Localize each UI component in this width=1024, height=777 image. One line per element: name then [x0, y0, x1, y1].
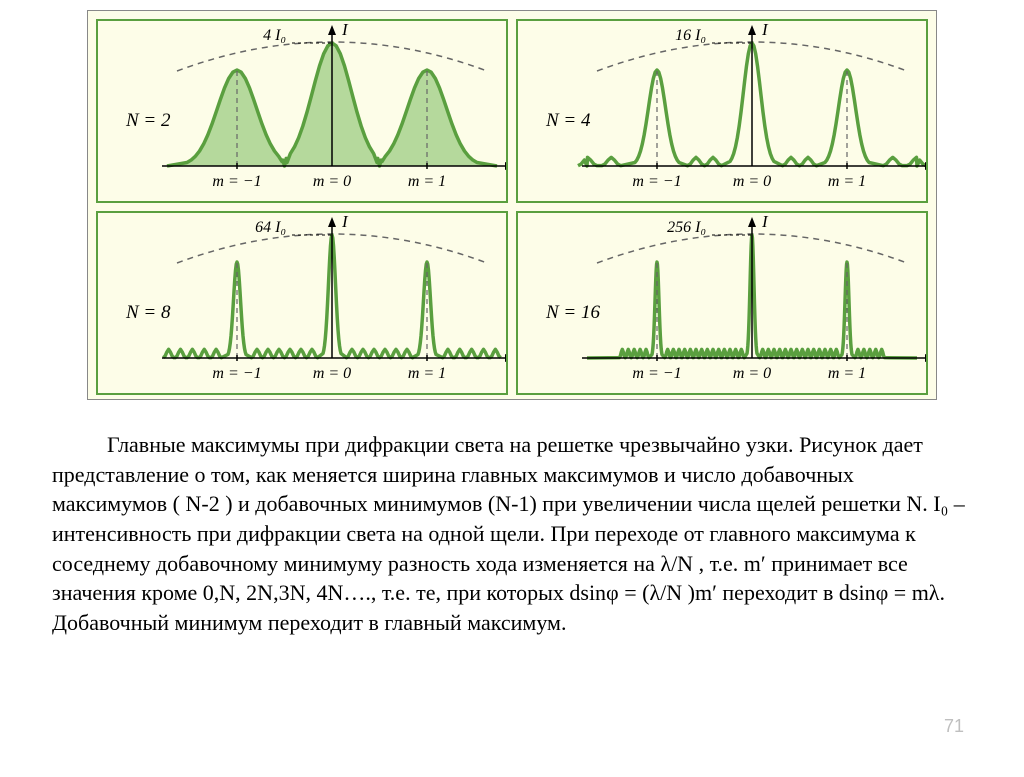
svg-text:m = 0: m = 0 — [313, 365, 351, 382]
svg-text:16 I₀: 16 I₀ — [675, 27, 706, 44]
svg-text:m = −1: m = −1 — [212, 365, 261, 382]
svg-text:N = 8: N = 8 — [125, 302, 171, 323]
svg-text:m = 1: m = 1 — [408, 365, 446, 382]
svg-text:m = 1: m = 1 — [828, 365, 866, 382]
description-text: Главные максимумы при дифракции света на… — [52, 430, 972, 638]
paragraph-lead: Главные максимумы при дифракции света на… — [52, 430, 794, 460]
svg-text:I: I — [341, 213, 349, 231]
panel-n16: I 256 I₀ N = 16 m = −1 m = 0 m = 1 — [516, 211, 928, 395]
svg-text:N = 2: N = 2 — [125, 110, 171, 131]
svg-text:m = 0: m = 0 — [733, 173, 771, 190]
svg-text:I: I — [761, 213, 769, 231]
panel-n2: I 4 I₀ N = 2 m = −1 m = 0 m = 1 — [96, 19, 508, 203]
svg-text:m = −1: m = −1 — [632, 173, 681, 190]
paragraph-body: Рисунок дает представление о том, как ме… — [52, 432, 965, 635]
panel-n4: I 16 I₀ N = 4 m = −1 m = 0 m = 1 — [516, 19, 928, 203]
svg-text:I: I — [761, 21, 769, 39]
svg-text:m = 0: m = 0 — [313, 173, 351, 190]
svg-text:m = 1: m = 1 — [828, 173, 866, 190]
panel-n8: I 64 I₀ N = 8 m = −1 m = 0 m = 1 — [96, 211, 508, 395]
diffraction-figure: I 4 I₀ N = 2 m = −1 m = 0 m = 1 I 16 I₀ … — [87, 10, 937, 400]
svg-text:I: I — [341, 21, 349, 39]
svg-text:m = 0: m = 0 — [733, 365, 771, 382]
svg-text:m = 1: m = 1 — [408, 173, 446, 190]
svg-text:N = 16: N = 16 — [545, 302, 600, 323]
svg-text:m = −1: m = −1 — [632, 365, 681, 382]
svg-text:m = −1: m = −1 — [212, 173, 261, 190]
page-number: 71 — [944, 716, 964, 737]
svg-text:N = 4: N = 4 — [545, 110, 591, 131]
svg-text:4 I₀: 4 I₀ — [263, 27, 286, 44]
svg-text:64 I₀: 64 I₀ — [255, 219, 286, 236]
svg-text:256 I₀: 256 I₀ — [667, 219, 706, 236]
